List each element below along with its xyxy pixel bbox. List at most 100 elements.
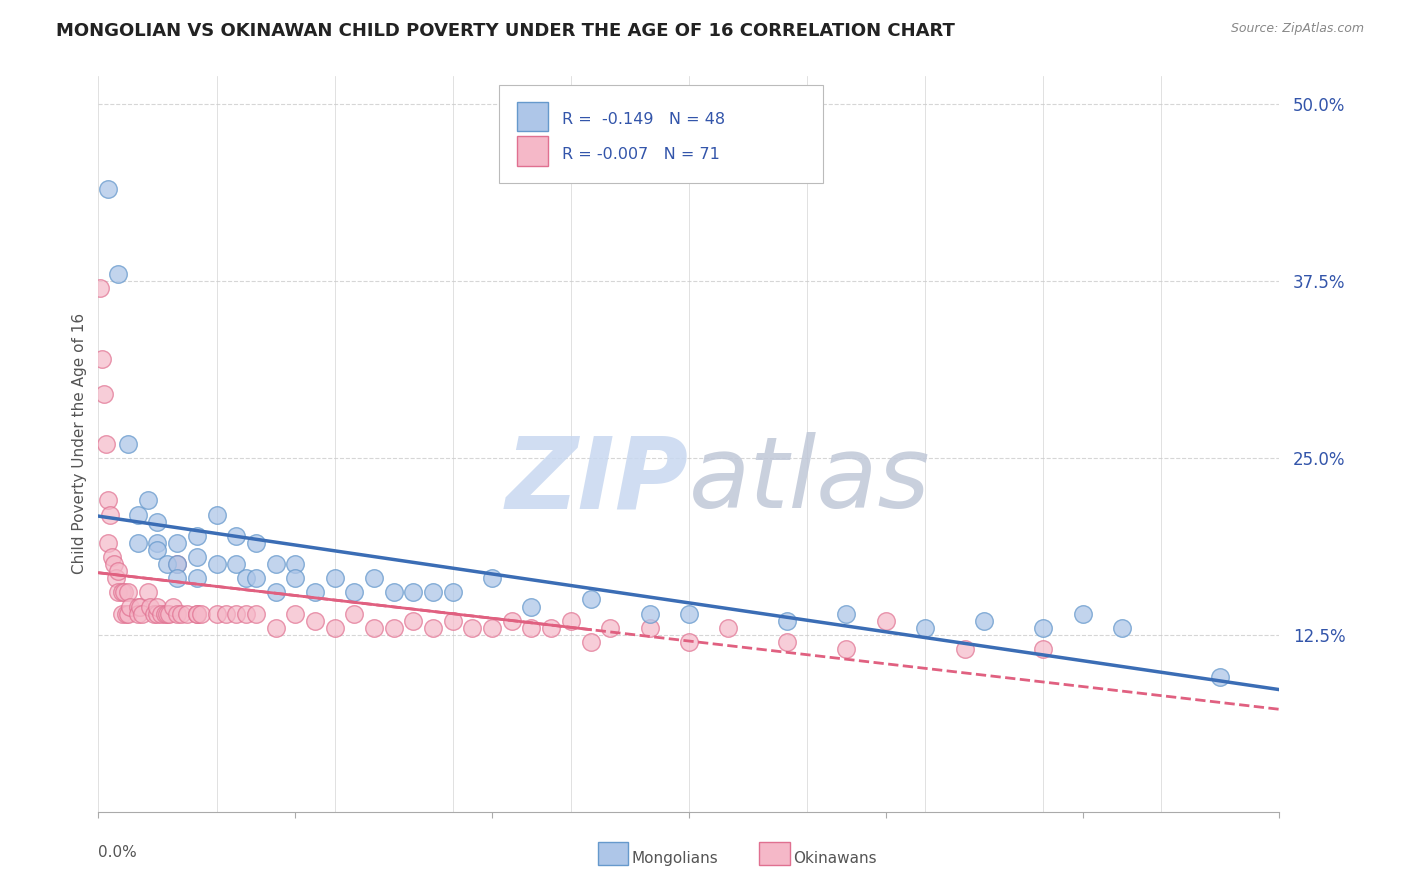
- Point: [973, 614, 995, 628]
- Point: [235, 607, 257, 621]
- Point: [264, 585, 287, 599]
- Text: ZIP: ZIP: [506, 432, 689, 529]
- Point: [142, 607, 165, 621]
- Point: [638, 607, 661, 621]
- Point: [117, 607, 139, 621]
- Point: [520, 621, 543, 635]
- Point: [638, 621, 661, 635]
- Point: [520, 599, 543, 614]
- Point: [111, 607, 134, 621]
- Text: 0.0%: 0.0%: [98, 845, 138, 860]
- Point: [117, 436, 139, 450]
- Point: [205, 607, 228, 621]
- Point: [284, 571, 307, 585]
- Text: R =  -0.149   N = 48: R = -0.149 N = 48: [562, 112, 725, 127]
- Point: [441, 585, 464, 599]
- Point: [127, 536, 149, 550]
- Point: [363, 571, 385, 585]
- Point: [186, 607, 208, 621]
- Point: [678, 607, 700, 621]
- Point: [215, 607, 238, 621]
- Point: [96, 436, 118, 450]
- Point: [284, 607, 307, 621]
- Point: [1032, 621, 1054, 635]
- Point: [107, 564, 129, 578]
- Point: [205, 508, 228, 522]
- Point: [264, 621, 287, 635]
- Point: [93, 387, 115, 401]
- Point: [176, 607, 198, 621]
- Text: Source: ZipAtlas.com: Source: ZipAtlas.com: [1230, 22, 1364, 36]
- Text: MONGOLIAN VS OKINAWAN CHILD POVERTY UNDER THE AGE OF 16 CORRELATION CHART: MONGOLIAN VS OKINAWAN CHILD POVERTY UNDE…: [56, 22, 955, 40]
- Point: [156, 557, 179, 571]
- Point: [127, 508, 149, 522]
- Point: [304, 585, 326, 599]
- Point: [422, 585, 444, 599]
- Point: [186, 571, 208, 585]
- Point: [97, 493, 120, 508]
- Point: [835, 607, 858, 621]
- Point: [166, 557, 188, 571]
- Point: [186, 607, 208, 621]
- Point: [225, 557, 247, 571]
- Point: [146, 607, 169, 621]
- Point: [166, 536, 188, 550]
- Point: [382, 585, 405, 599]
- Point: [146, 599, 169, 614]
- Point: [91, 351, 114, 366]
- Point: [540, 621, 562, 635]
- Point: [402, 585, 425, 599]
- Point: [481, 621, 503, 635]
- Point: [323, 571, 346, 585]
- Point: [441, 614, 464, 628]
- Point: [245, 536, 267, 550]
- Point: [343, 585, 366, 599]
- Text: Mongolians: Mongolians: [631, 851, 718, 865]
- Point: [101, 549, 124, 564]
- Point: [136, 493, 159, 508]
- Y-axis label: Child Poverty Under the Age of 16: Child Poverty Under the Age of 16: [72, 313, 87, 574]
- Point: [186, 549, 208, 564]
- Point: [323, 621, 346, 635]
- Point: [127, 599, 149, 614]
- Text: atlas: atlas: [689, 432, 931, 529]
- Point: [402, 614, 425, 628]
- Point: [138, 599, 160, 614]
- Point: [284, 557, 307, 571]
- Point: [579, 635, 602, 649]
- Point: [1032, 642, 1054, 657]
- Point: [89, 281, 111, 295]
- Point: [835, 642, 858, 657]
- Point: [162, 599, 184, 614]
- Point: [146, 515, 169, 529]
- Point: [146, 542, 169, 557]
- Point: [156, 607, 179, 621]
- Point: [166, 571, 188, 585]
- Point: [155, 607, 177, 621]
- Point: [117, 585, 139, 599]
- Point: [914, 621, 936, 635]
- Point: [136, 585, 159, 599]
- Point: [1071, 607, 1094, 621]
- Point: [112, 585, 135, 599]
- Point: [97, 536, 120, 550]
- Point: [599, 621, 621, 635]
- Point: [875, 614, 897, 628]
- Point: [245, 571, 267, 585]
- Point: [235, 571, 257, 585]
- Point: [186, 529, 208, 543]
- Point: [304, 614, 326, 628]
- Point: [166, 557, 188, 571]
- Point: [501, 614, 523, 628]
- Point: [1209, 670, 1232, 684]
- Point: [128, 599, 150, 614]
- Point: [107, 585, 129, 599]
- Point: [363, 621, 385, 635]
- Point: [150, 607, 173, 621]
- Text: R = -0.007   N = 71: R = -0.007 N = 71: [562, 146, 720, 161]
- Point: [97, 182, 120, 196]
- Point: [190, 607, 212, 621]
- Point: [953, 642, 976, 657]
- Point: [98, 508, 121, 522]
- Text: Okinawans: Okinawans: [793, 851, 876, 865]
